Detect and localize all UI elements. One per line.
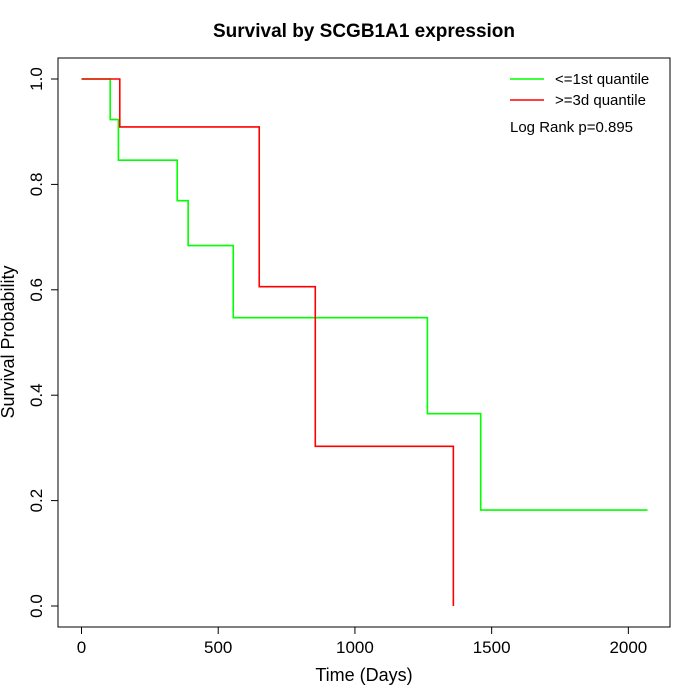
log-rank-annotation: Log Rank p=0.895 — [510, 119, 633, 136]
x-tick-label: 1000 — [336, 638, 374, 657]
x-tick-label: 0 — [77, 638, 86, 657]
series-line-1 — [81, 78, 648, 511]
x-tick-label: 1500 — [473, 638, 511, 657]
y-axis-label: Survival Probability — [0, 265, 18, 418]
x-tick-label: 2000 — [609, 638, 647, 657]
y-tick-label: 0.2 — [27, 489, 46, 513]
legend: <=1st quantile >=3d quantile — [510, 71, 649, 109]
y-tick-label: 1.0 — [27, 67, 46, 91]
y-tick-label: 0.8 — [27, 173, 46, 197]
y-tick-label: 0.4 — [27, 383, 46, 407]
plot-frame — [57, 57, 671, 628]
x-axis-label: Time (Days) — [315, 665, 412, 685]
legend-label-2: >=3d quantile — [555, 92, 646, 109]
legend-label-1: <=1st quantile — [555, 71, 649, 88]
x-axis: 0 500 1000 1500 2000 — [77, 626, 647, 657]
y-tick-label: 0.0 — [27, 594, 46, 618]
x-tick-label: 500 — [204, 638, 232, 657]
series-group — [81, 78, 648, 606]
chart-title: Survival by SCGB1A1 expression — [213, 21, 515, 42]
y-axis: 0.0 0.2 0.4 0.6 0.8 1.0 — [27, 67, 59, 618]
y-tick-label: 0.6 — [27, 278, 46, 302]
series-line-2 — [81, 78, 455, 606]
